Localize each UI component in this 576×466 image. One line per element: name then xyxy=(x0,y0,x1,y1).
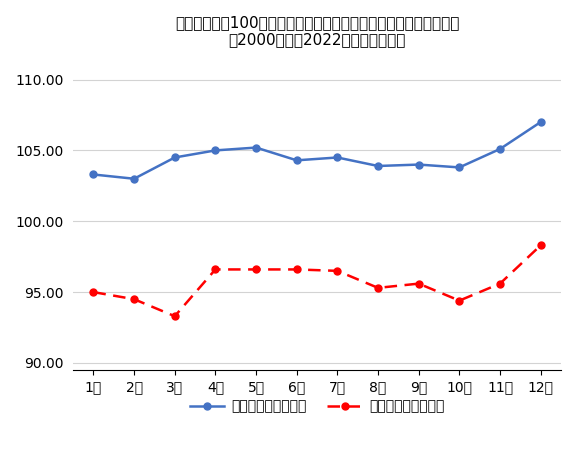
基準値安値（平均） xyxy=(334,268,341,274)
基準値安値（平均） xyxy=(131,296,138,302)
基準値安値（平均） xyxy=(212,267,219,272)
基準値高値（平均） xyxy=(537,119,544,125)
基準値高値（平均） xyxy=(171,155,178,160)
基準値安値（平均） xyxy=(171,314,178,319)
基準値安値（平均） xyxy=(537,243,544,248)
基準値高値（平均） xyxy=(374,163,381,169)
基準値高値（平均） xyxy=(90,171,97,177)
基準値安値（平均） xyxy=(415,281,422,287)
基準値高値（平均） xyxy=(456,164,463,170)
Legend: 基準値高値（平均）, 基準値安値（平均）: 基準値高値（平均）, 基準値安値（平均） xyxy=(184,394,450,419)
基準値安値（平均） xyxy=(253,267,260,272)
Line: 基準値安値（平均）: 基準値安値（平均） xyxy=(90,242,544,320)
基準値高値（平均） xyxy=(253,145,260,151)
基準値高値（平均） xyxy=(334,155,341,160)
基準値高値（平均） xyxy=(212,148,219,153)
基準値安値（平均） xyxy=(456,298,463,303)
Title: 前年末終値を100と基準化した日経平均株価の月足高値安値の推移
（2000年から2022年までの平均）: 前年末終値を100と基準化した日経平均株価の月足高値安値の推移 （2000年から… xyxy=(175,15,459,48)
基準値安値（平均） xyxy=(293,267,300,272)
基準値安値（平均） xyxy=(90,289,97,295)
基準値高値（平均） xyxy=(415,162,422,167)
Line: 基準値高値（平均）: 基準値高値（平均） xyxy=(90,118,544,182)
基準値高値（平均） xyxy=(497,146,503,152)
基準値安値（平均） xyxy=(497,281,503,287)
基準値安値（平均） xyxy=(374,285,381,291)
基準値高値（平均） xyxy=(293,158,300,163)
基準値高値（平均） xyxy=(131,176,138,182)
